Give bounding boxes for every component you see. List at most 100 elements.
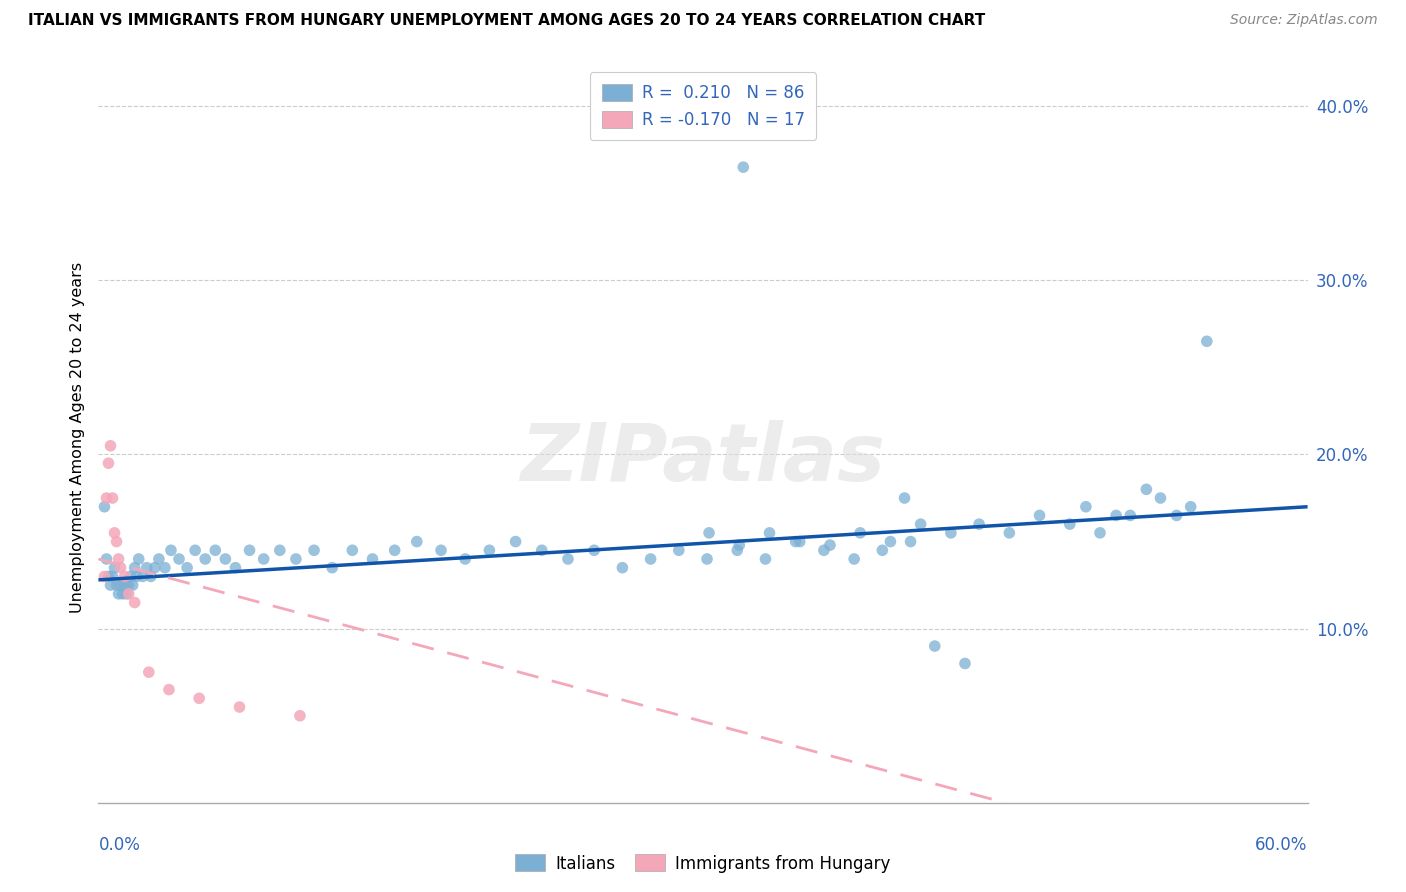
- Point: [194, 552, 217, 566]
- Point: [124, 560, 146, 574]
- Point: [118, 578, 141, 592]
- Point: [118, 587, 141, 601]
- Point: [176, 560, 198, 574]
- Point: [111, 587, 134, 601]
- Point: [1195, 334, 1218, 349]
- Point: [214, 552, 236, 566]
- Point: [114, 578, 136, 592]
- Point: [1180, 500, 1202, 514]
- Point: [121, 578, 143, 592]
- Point: [100, 578, 122, 592]
- Point: [849, 525, 872, 540]
- Text: 0.0%: 0.0%: [98, 836, 141, 854]
- Point: [110, 578, 132, 592]
- Point: [361, 552, 384, 566]
- Point: [160, 543, 183, 558]
- Point: [93, 500, 115, 514]
- Point: [100, 439, 122, 453]
- Point: [288, 708, 311, 723]
- Point: [640, 552, 662, 566]
- Point: [143, 560, 166, 574]
- Point: [153, 560, 176, 574]
- Point: [785, 534, 807, 549]
- Point: [557, 552, 579, 566]
- Point: [872, 543, 894, 558]
- Legend: R =  0.210   N = 86, R = -0.170   N = 17: R = 0.210 N = 86, R = -0.170 N = 17: [591, 72, 815, 140]
- Point: [1059, 517, 1081, 532]
- Point: [924, 639, 946, 653]
- Text: 60.0%: 60.0%: [1256, 836, 1308, 854]
- Y-axis label: Unemployment Among Ages 20 to 24 years: Unemployment Among Ages 20 to 24 years: [69, 261, 84, 613]
- Point: [342, 543, 364, 558]
- Point: [478, 543, 501, 558]
- Point: [900, 534, 922, 549]
- Point: [967, 517, 990, 532]
- Point: [105, 578, 128, 592]
- Point: [1088, 525, 1111, 540]
- Point: [204, 543, 226, 558]
- Point: [696, 552, 718, 566]
- Point: [668, 543, 690, 558]
- Point: [114, 569, 136, 583]
- Point: [530, 543, 553, 558]
- Point: [612, 560, 634, 574]
- Point: [139, 569, 162, 583]
- Point: [124, 595, 146, 609]
- Point: [103, 525, 125, 540]
- Point: [110, 560, 132, 574]
- Point: [107, 587, 129, 601]
- Point: [103, 560, 125, 574]
- Point: [998, 525, 1021, 540]
- Point: [844, 552, 866, 566]
- Point: [184, 543, 207, 558]
- Point: [115, 587, 138, 601]
- Point: [754, 552, 776, 566]
- Point: [125, 569, 148, 583]
- Point: [224, 560, 246, 574]
- Point: [505, 534, 527, 549]
- Point: [1105, 508, 1128, 523]
- Point: [138, 665, 160, 680]
- Point: [97, 569, 120, 583]
- Point: [239, 543, 262, 558]
- Point: [725, 543, 748, 558]
- Point: [384, 543, 406, 558]
- Point: [107, 552, 129, 566]
- Point: [953, 657, 976, 671]
- Point: [167, 552, 190, 566]
- Point: [157, 682, 180, 697]
- Point: [789, 534, 811, 549]
- Legend: Italians, Immigrants from Hungary: Italians, Immigrants from Hungary: [509, 847, 897, 880]
- Point: [430, 543, 453, 558]
- Point: [148, 552, 170, 566]
- Text: Source: ZipAtlas.com: Source: ZipAtlas.com: [1230, 13, 1378, 28]
- Point: [1135, 483, 1157, 497]
- Point: [97, 456, 120, 470]
- Point: [302, 543, 325, 558]
- Point: [1166, 508, 1188, 523]
- Point: [818, 538, 841, 552]
- Point: [105, 534, 128, 549]
- Point: [1028, 508, 1050, 523]
- Point: [101, 491, 124, 505]
- Point: [135, 560, 157, 574]
- Point: [893, 491, 915, 505]
- Point: [1149, 491, 1171, 505]
- Point: [321, 560, 343, 574]
- Point: [733, 160, 755, 174]
- Point: [758, 525, 780, 540]
- Text: ITALIAN VS IMMIGRANTS FROM HUNGARY UNEMPLOYMENT AMONG AGES 20 TO 24 YEARS CORREL: ITALIAN VS IMMIGRANTS FROM HUNGARY UNEMP…: [28, 13, 986, 29]
- Point: [939, 525, 962, 540]
- Point: [405, 534, 427, 549]
- Point: [1119, 508, 1142, 523]
- Point: [910, 517, 932, 532]
- Point: [132, 569, 155, 583]
- Point: [583, 543, 606, 558]
- Point: [728, 538, 751, 552]
- Point: [101, 569, 124, 583]
- Point: [128, 552, 150, 566]
- Point: [697, 525, 720, 540]
- Point: [228, 700, 250, 714]
- Point: [93, 569, 115, 583]
- Point: [269, 543, 291, 558]
